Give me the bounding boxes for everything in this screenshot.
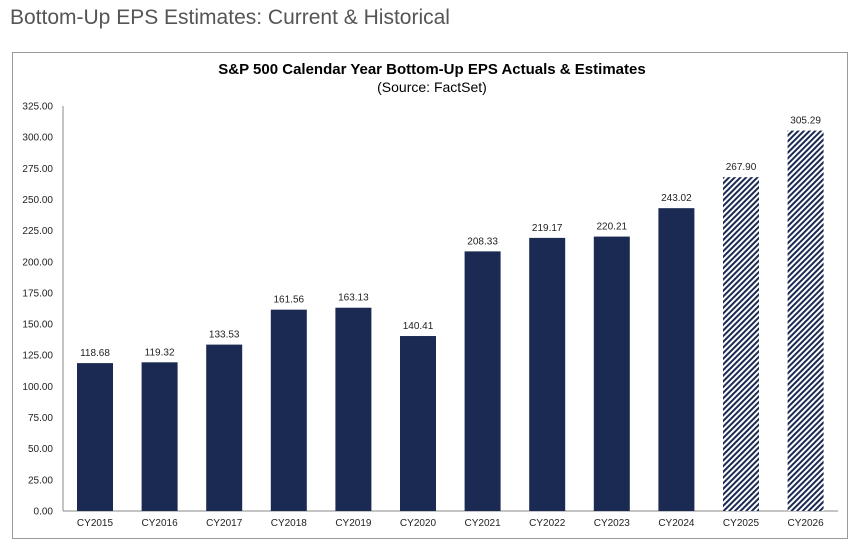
x-tick-label: CY2017 (206, 518, 243, 529)
y-tick-label: 150.00 (22, 320, 53, 331)
y-tick-label: 275.00 (22, 164, 53, 175)
y-tick-label: 225.00 (22, 226, 53, 237)
bar-cy2015 (77, 363, 113, 511)
data-label: 140.41 (403, 321, 434, 332)
x-tick-label: CY2024 (658, 518, 695, 529)
x-tick-label: CY2023 (594, 518, 631, 529)
chart-frame (12, 52, 848, 539)
data-label: 219.17 (532, 223, 563, 234)
bar-cy2022 (529, 237, 566, 511)
x-tick-label: CY2016 (142, 518, 179, 529)
data-label: 119.32 (145, 347, 175, 358)
x-tick-label: CY2026 (788, 518, 825, 529)
data-label: 133.53 (209, 330, 240, 341)
chart-subtitle: (Source: FactSet) (377, 79, 487, 95)
page-heading: Bottom-Up EPS Estimates: Current & Histo… (10, 6, 450, 29)
x-tick-label: CY2018 (271, 518, 308, 529)
y-tick-label: 50.00 (28, 444, 53, 455)
data-label: 161.56 (274, 295, 305, 306)
bar-cy2017 (206, 344, 243, 511)
bar-cy2026 (787, 130, 824, 511)
data-label: 267.90 (726, 162, 757, 173)
x-tick-label: CY2021 (465, 518, 502, 529)
y-tick-label: 0.00 (34, 507, 54, 518)
bar-cy2024 (658, 208, 695, 511)
data-label: 243.02 (661, 193, 692, 204)
chart-title: S&P 500 Calendar Year Bottom-Up EPS Actu… (218, 61, 645, 78)
bar-cy2021 (464, 251, 501, 511)
bar-cy2018 (270, 309, 307, 511)
y-tick-label: 75.00 (28, 413, 53, 424)
y-tick-label: 25.00 (28, 475, 53, 486)
y-tick-label: 325.00 (22, 102, 53, 113)
x-tick-label: CY2020 (400, 518, 437, 529)
y-tick-label: 200.00 (22, 257, 53, 268)
bar-cy2020 (400, 336, 436, 511)
y-tick-label: 250.00 (22, 195, 53, 206)
y-tick-label: 125.00 (22, 351, 53, 362)
data-label: 208.33 (467, 236, 498, 247)
bar-cy2019 (335, 307, 372, 511)
x-tick-label: CY2022 (529, 518, 566, 529)
data-label: 163.13 (338, 293, 369, 304)
data-label: 220.21 (597, 222, 628, 233)
bar-cy2016 (141, 362, 178, 511)
data-label: 118.68 (80, 348, 110, 359)
bar-cy2025 (723, 177, 759, 511)
x-tick-label: CY2015 (77, 518, 114, 529)
y-tick-label: 300.00 (22, 133, 53, 144)
x-tick-label: CY2019 (335, 518, 372, 529)
x-tick-label: CY2025 (723, 518, 760, 529)
data-label: 305.29 (790, 116, 821, 127)
bar-cy2023 (593, 236, 630, 511)
y-tick-label: 100.00 (22, 382, 53, 393)
y-tick-label: 175.00 (22, 288, 53, 299)
